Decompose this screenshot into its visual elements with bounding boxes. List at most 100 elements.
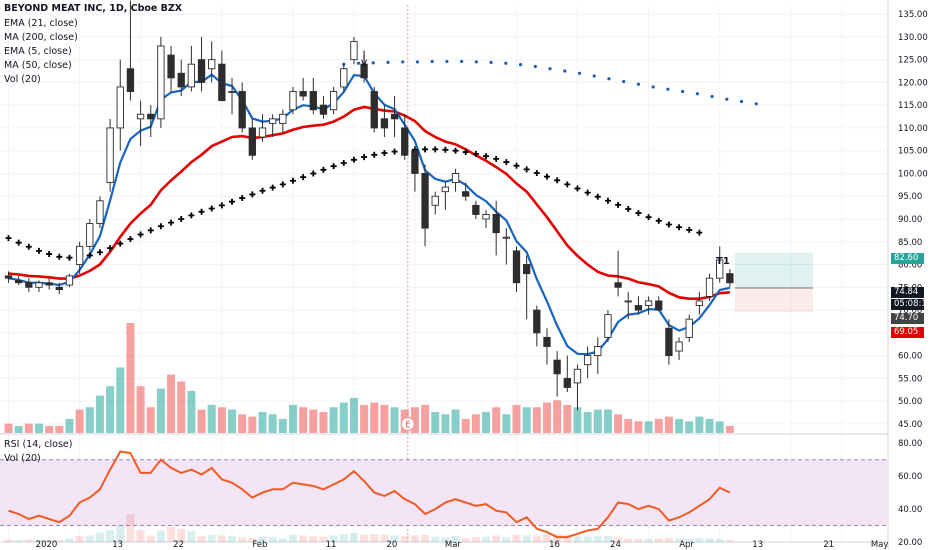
- y-tick-label: 45.00: [898, 420, 922, 430]
- volume-bar: [75, 409, 84, 433]
- ma200-marker: [686, 226, 693, 233]
- volume-bar: [268, 414, 277, 433]
- legend-ma50[interactable]: MA (50, close): [4, 60, 72, 71]
- price-tag-last: 74.84: [891, 287, 924, 298]
- rsi-volume-bar: [238, 537, 247, 542]
- rsi-tick-label: 80.00: [898, 439, 922, 449]
- rsi-volume-bar: [563, 534, 572, 542]
- ma200-marker: [493, 155, 500, 162]
- volume-bar: [55, 425, 64, 433]
- volume-bar: [421, 404, 430, 433]
- rsi-volume-bar: [624, 538, 633, 542]
- ma200-marker: [35, 247, 42, 254]
- ma200-marker: [584, 189, 591, 196]
- rsi-volume-bar: [197, 536, 206, 542]
- candle-body: [177, 72, 185, 88]
- target-zone-profit: [735, 252, 813, 289]
- y-tick-label: 95.00: [898, 192, 922, 202]
- rsi-volume-bar: [55, 540, 64, 542]
- volume-bar: [614, 414, 623, 433]
- ma200-marker: [96, 249, 103, 256]
- ma200-marker: [310, 170, 317, 177]
- ma200-marker: [350, 156, 357, 163]
- candle-body: [197, 59, 206, 83]
- volume-bar: [705, 418, 714, 433]
- ma200-marker: [137, 231, 144, 238]
- candle-body: [248, 127, 256, 156]
- x-tick-label: 13: [752, 540, 763, 550]
- ma50-dot: [681, 89, 685, 94]
- ma50-dot: [533, 64, 537, 69]
- rsi-volume-bar: [695, 537, 704, 542]
- volume-bar: [299, 407, 308, 433]
- y-tick-label: 70.00: [898, 306, 922, 316]
- volume-bar: [126, 323, 135, 433]
- candle-body: [65, 275, 74, 286]
- candle-body: [329, 91, 338, 111]
- rsi-volume-bar: [14, 540, 23, 542]
- volume-bar: [207, 404, 216, 433]
- candle-body: [238, 91, 246, 129]
- candle-body: [319, 104, 328, 115]
- volume-bar: [217, 407, 226, 433]
- rsi-volume-bar: [654, 538, 663, 542]
- legend-ma200[interactable]: MA (200, close): [4, 32, 78, 43]
- volume-bar: [675, 418, 684, 433]
- candle-body: [55, 286, 63, 291]
- axes: 135.00 130.00 125.00 120.00 115.00 110.00 105.…: [36, 10, 928, 550]
- ma200-marker: [422, 146, 429, 153]
- volume-bars: [4, 323, 734, 542]
- rsi-volume-bar: [136, 530, 145, 542]
- candle-body: [35, 282, 43, 288]
- candle-body: [441, 186, 450, 193]
- volume-bar: [502, 414, 511, 433]
- candle-body: [309, 91, 317, 111]
- rsi-volume-bar: [664, 537, 673, 542]
- legend-rsi-vol[interactable]: Vol (20): [4, 453, 41, 464]
- rsi-tick-label: 20.00: [898, 538, 922, 548]
- legend-vol[interactable]: Vol (20): [4, 74, 41, 85]
- candle-body: [502, 236, 510, 239]
- ma200-marker: [594, 193, 601, 200]
- candles: [4, 0, 734, 411]
- rsi-volume-bar: [573, 535, 582, 542]
- ma50-dot: [445, 59, 449, 64]
- ma200-marker: [289, 177, 296, 184]
- ma200-marker: [168, 219, 175, 226]
- rsi-tick-label: 60.00: [898, 472, 922, 482]
- rsi-volume-bar: [451, 536, 460, 542]
- ma200-marker: [66, 254, 73, 261]
- ma200-marker: [178, 216, 185, 222]
- rsi-volume-bar: [725, 540, 734, 542]
- legend-rsi[interactable]: RSI (14, close): [4, 439, 73, 450]
- rsi-volume-bar: [207, 534, 216, 542]
- ma200-marker: [381, 149, 388, 156]
- rsi-volume-bar: [634, 539, 643, 542]
- rsi-volume-bar: [177, 528, 186, 542]
- candle-body: [716, 259, 724, 279]
- rsi-volume-bar: [705, 538, 714, 542]
- ma200-marker: [554, 177, 561, 184]
- rsi-volume-bar: [471, 537, 480, 542]
- volume-bar: [228, 409, 237, 433]
- rsi-band-fill: [0, 459, 888, 526]
- legend-ema5[interactable]: EMA (5, close): [4, 46, 72, 57]
- x-tick-label: 24: [610, 540, 621, 550]
- candle-body: [350, 40, 358, 61]
- candle-body: [553, 359, 561, 375]
- y-tick-label: 125.00: [898, 56, 928, 66]
- candle-body: [390, 113, 399, 120]
- volume-bar: [238, 414, 247, 433]
- candle-body: [126, 68, 135, 92]
- candle-body: [75, 245, 84, 265]
- rsi-volume-bar: [309, 536, 318, 542]
- chart-title[interactable]: BEYOND MEAT INC, 1D, Cboe BZX: [4, 3, 183, 14]
- ma200-marker: [249, 191, 256, 198]
- signal-arrow: [361, 50, 368, 68]
- ma50-dot: [474, 60, 478, 64]
- rsi-volume-bar: [65, 538, 74, 542]
- y-tick-label: 130.00: [898, 33, 928, 43]
- ma200-marker: [279, 181, 286, 188]
- legend-ema21[interactable]: EMA (21, close): [4, 18, 78, 29]
